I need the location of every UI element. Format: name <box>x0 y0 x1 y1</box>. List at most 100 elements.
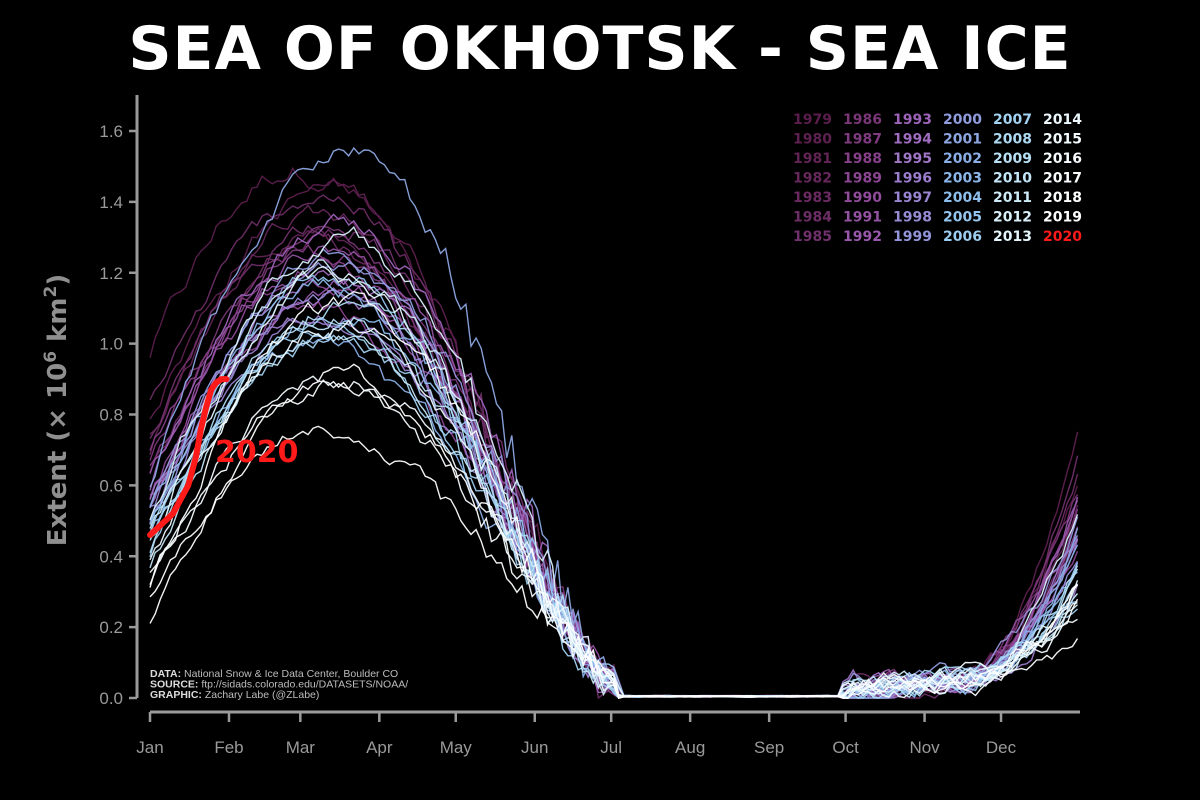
legend-item-2014: 2014 <box>1043 112 1082 128</box>
series-line-2009 <box>149 316 1079 699</box>
legend-item-1993: 1993 <box>893 112 932 128</box>
legend-item-2002: 2002 <box>943 151 982 167</box>
x-tick-label: Aug <box>675 738 705 757</box>
series-line-2002 <box>149 334 1079 699</box>
chart-title: SEA OF OKHOTSK - SEA ICE <box>128 14 1072 84</box>
series-line-2017 <box>149 290 1079 698</box>
y-tick-label: 1.4 <box>99 193 123 212</box>
y-tick-label: 0.2 <box>99 618 123 637</box>
legend-item-1984: 1984 <box>793 210 832 226</box>
series-line-1997 <box>149 314 1079 699</box>
legend-item-2009: 2009 <box>993 151 1032 167</box>
legend-item-2004: 2004 <box>943 190 982 206</box>
credit-line: SOURCE: ftp://sidads.colorado.edu/DATASE… <box>150 679 408 691</box>
highlight-layer: 2020 <box>147 376 299 538</box>
y-tick-label: 1.2 <box>99 264 123 283</box>
legend-item-1980: 1980 <box>793 132 832 148</box>
legend-item-2012: 2012 <box>993 210 1032 226</box>
legend-item-1994: 1994 <box>893 132 932 148</box>
legend-item-2010: 2010 <box>993 171 1032 187</box>
series-line-2011 <box>149 259 1078 699</box>
x-tick-label: Jan <box>136 738 163 757</box>
legend-item-2001: 2001 <box>943 132 982 148</box>
series-line-2000 <box>149 248 1079 699</box>
series-line-2019 <box>149 363 1079 699</box>
x-tick-label: May <box>440 738 473 757</box>
legend-item-1985: 1985 <box>793 229 832 245</box>
legend-item-1988: 1988 <box>843 151 882 167</box>
y-tick-label: 1.0 <box>99 335 123 354</box>
legend-item-2017: 2017 <box>1043 171 1082 187</box>
series-line-2014 <box>149 319 1078 698</box>
x-tick-label: Jul <box>600 738 622 757</box>
legend-item-1999: 1999 <box>893 229 932 245</box>
series-line-1990 <box>149 273 1079 699</box>
legend-item-2020: 2020 <box>1043 229 1082 245</box>
legend-item-2016: 2016 <box>1043 151 1082 167</box>
x-tick-label: Apr <box>366 738 393 757</box>
x-tick-label: Jun <box>521 738 548 757</box>
series-line-2004 <box>149 317 1079 699</box>
y-axis-label: Extent (× 106 km2) <box>41 274 73 547</box>
legend-item-2013: 2013 <box>993 229 1032 245</box>
series-line-2007 <box>149 334 1078 699</box>
series-line-2005 <box>149 274 1078 699</box>
series-line-1991 <box>149 245 1079 698</box>
legend-item-2006: 2006 <box>943 229 982 245</box>
x-tick-label: Feb <box>214 738 243 757</box>
legend-item-2015: 2015 <box>1043 132 1082 148</box>
legend-item-2019: 2019 <box>1043 210 1082 226</box>
series-line-1988 <box>149 257 1079 698</box>
credit-line: DATA: National Snow & Ice Data Center, B… <box>150 668 398 680</box>
x-tick-label: Sep <box>754 738 784 757</box>
y-tick-label: 0.4 <box>99 547 123 566</box>
series-line-2013 <box>149 265 1079 699</box>
credits-layer: DATA: National Snow & Ice Data Center, B… <box>150 668 408 701</box>
y-tick-label: 0.8 <box>99 406 123 425</box>
series-line-1992 <box>149 278 1079 699</box>
legend-item-2018: 2018 <box>1043 190 1082 206</box>
y-tick-label: 0.0 <box>99 689 123 708</box>
series-line-2020 <box>147 376 230 538</box>
legend-item-2008: 2008 <box>993 132 1032 148</box>
legend-item-1983: 1983 <box>793 190 832 206</box>
legend-item-1991: 1991 <box>843 210 882 226</box>
legend-item-1992: 1992 <box>843 229 882 245</box>
legend-item-1986: 1986 <box>843 112 882 128</box>
series-line-2015 <box>149 375 1078 699</box>
legend-item-1987: 1987 <box>843 132 882 148</box>
legend-item-1990: 1990 <box>843 190 882 206</box>
legend-item-1979: 1979 <box>793 112 832 128</box>
x-tick-label: Nov <box>909 738 940 757</box>
series-line-1987 <box>149 243 1079 699</box>
series-line-1989 <box>149 300 1079 699</box>
series-line-2006 <box>149 317 1078 699</box>
legend-item-1981: 1981 <box>793 151 832 167</box>
legend-item-2000: 2000 <box>943 112 982 128</box>
series-layer <box>149 146 1079 700</box>
axes-layer: 0.0 0.2 0.4 0.6 0.8 1.0 1.2 1.4 1.6 Jan Feb Mar Apr M… <box>41 95 1080 757</box>
legend-item-1989: 1989 <box>843 171 882 187</box>
legend-item-1997: 1997 <box>893 190 932 206</box>
legend-item-2003: 2003 <box>943 171 982 187</box>
series-line-2008 <box>149 301 1079 699</box>
series-line-2016 <box>149 379 1078 699</box>
legend-item-2005: 2005 <box>943 210 982 226</box>
legend-item-1998: 1998 <box>893 210 932 226</box>
series-line-1995 <box>149 287 1079 699</box>
highlight-label-2020: 2020 <box>215 435 299 470</box>
legend-item-2007: 2007 <box>993 112 1032 128</box>
y-tick-label: 1.6 <box>99 122 123 141</box>
legend-item-1982: 1982 <box>793 171 832 187</box>
series-line-1996 <box>149 316 1079 699</box>
series-line-2001 <box>149 146 1079 699</box>
y-tick-label: 0.6 <box>99 476 123 495</box>
x-tick-label: Mar <box>286 738 316 757</box>
legend-item-1995: 1995 <box>893 151 932 167</box>
credit-line: GRAPHIC: Zachary Labe (@ZLabe) <box>150 689 319 701</box>
legend-item-1996: 1996 <box>893 171 932 187</box>
x-tick-label: Oct <box>832 738 859 757</box>
legend-item-2011: 2011 <box>993 190 1032 206</box>
x-tick-label: Dec <box>986 738 1017 757</box>
